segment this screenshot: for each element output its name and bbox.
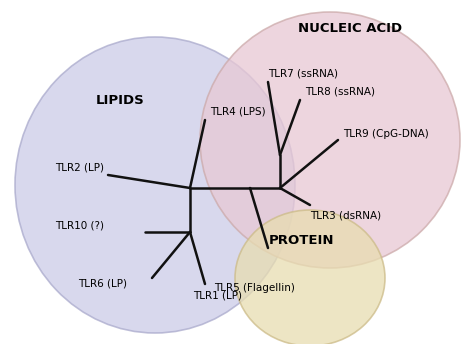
Text: NUCLEIC ACID: NUCLEIC ACID [298, 21, 402, 34]
Ellipse shape [15, 37, 295, 333]
Text: TLR6 (LP): TLR6 (LP) [78, 278, 127, 288]
Text: TLR8 (ssRNA): TLR8 (ssRNA) [305, 86, 375, 96]
Text: TLR1 (LP): TLR1 (LP) [193, 291, 242, 301]
Text: TLR4 (LPS): TLR4 (LPS) [210, 107, 266, 117]
Ellipse shape [235, 210, 385, 344]
Text: TLR5 (Flagellin): TLR5 (Flagellin) [215, 283, 296, 293]
Text: TLR2 (LP): TLR2 (LP) [55, 163, 104, 173]
Text: TLR3 (dsRNA): TLR3 (dsRNA) [310, 210, 381, 220]
Ellipse shape [200, 12, 460, 268]
Text: PROTEIN: PROTEIN [269, 234, 335, 247]
Text: LIPIDS: LIPIDS [95, 94, 144, 107]
Text: TLR10 (?): TLR10 (?) [55, 221, 104, 231]
Text: TLR9 (CpG-DNA): TLR9 (CpG-DNA) [343, 129, 429, 139]
Text: TLR7 (ssRNA): TLR7 (ssRNA) [268, 68, 338, 78]
